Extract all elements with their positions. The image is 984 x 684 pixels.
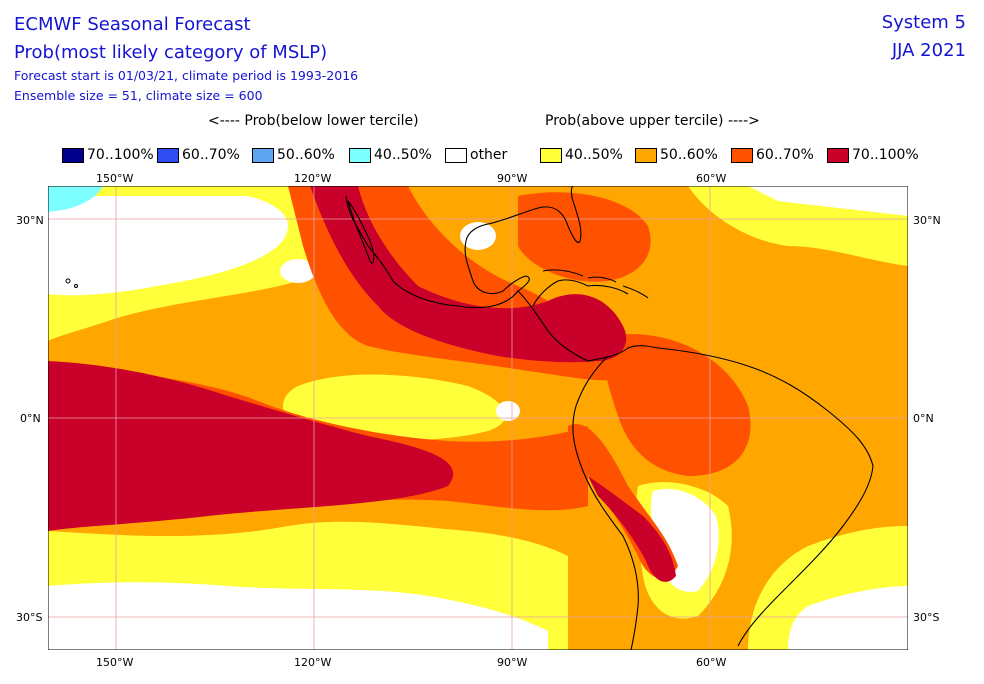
- lat-label-0n-right: 0°N: [913, 412, 934, 425]
- legend-below-header: <---- Prob(below lower tercile): [208, 113, 419, 129]
- map-subtitle: Prob(most likely category of MSLP): [14, 42, 328, 63]
- legend-label: 60..70%: [756, 147, 814, 163]
- lat-label-0n-left: 0°N: [20, 412, 41, 425]
- legend-label: 70..100%: [852, 147, 919, 163]
- region-70-100-mexico-central-america: [310, 186, 627, 363]
- legend-swatch: [62, 147, 84, 163]
- legend-swatch: [540, 147, 562, 163]
- legend-swatch: [349, 147, 371, 163]
- season-label: JJA 2021: [891, 40, 966, 61]
- ensemble-size-info: Ensemble size = 51, climate size = 600: [14, 88, 263, 103]
- region-other-pacific-blob: [280, 259, 316, 283]
- region-70-100-equatorial-pacific: [48, 361, 454, 531]
- lon-label-90w-top: 90°W: [497, 172, 528, 185]
- legend-swatch: [731, 147, 753, 163]
- forecast-start-info: Forecast start is 01/03/21, climate peri…: [14, 68, 359, 83]
- lat-label-30n-right: 30°N: [913, 214, 941, 227]
- lon-label-60w-bottom: 60°W: [696, 656, 727, 669]
- legend-item-other: other: [445, 146, 507, 164]
- region-70-100-peru-chile: [588, 476, 676, 582]
- legend-item-below-50-60: 50..60%: [252, 146, 335, 164]
- graticule: [48, 186, 908, 650]
- legend-item-above-50-60: 50..60%: [635, 146, 718, 164]
- region-other-galapagos: [496, 401, 520, 421]
- probability-map: [48, 186, 908, 650]
- legend-swatch: [157, 147, 179, 163]
- lon-label-90w-bottom: 90°W: [497, 656, 528, 669]
- region-40-50-equatorial-pacific: [283, 374, 506, 441]
- legend-item-above-40-50: 40..50%: [540, 146, 623, 164]
- lat-label-30s-left: 30°S: [16, 611, 43, 624]
- region-60-70-caribbean: [518, 192, 651, 282]
- legend-item-above-60-70: 60..70%: [731, 146, 814, 164]
- region-60-70-amazon: [603, 334, 751, 476]
- system-label: System 5: [881, 12, 966, 33]
- region-other-south-atlantic: [788, 586, 908, 650]
- legend-label: 50..60%: [277, 147, 335, 163]
- lon-label-150w-bottom: 150°W: [96, 656, 134, 669]
- legend-swatch: [827, 147, 849, 163]
- legend-label: 60..70%: [182, 147, 240, 163]
- legend-item-below-60-70: 60..70%: [157, 146, 240, 164]
- legend-label: 40..50%: [374, 147, 432, 163]
- region-other-northeast: [748, 186, 908, 216]
- region-other-north-pacific: [48, 196, 288, 296]
- legend-item-below-70-100: 70..100%: [62, 146, 154, 164]
- islands: [65, 269, 649, 299]
- lon-label-120w-top: 120°W: [294, 172, 332, 185]
- legend-label: 70..100%: [87, 147, 154, 163]
- legend-swatch: [252, 147, 274, 163]
- legend-swatch: [445, 147, 467, 163]
- region-other-gulf: [460, 222, 496, 250]
- region-other-south-pacific: [48, 582, 548, 650]
- legend-item-below-40-50: 40..50%: [349, 146, 432, 164]
- legend-swatch: [635, 147, 657, 163]
- lon-label-60w-top: 60°W: [696, 172, 727, 185]
- legend-item-above-70-100: 70..100%: [827, 146, 919, 164]
- lat-label-30n-left: 30°N: [16, 214, 44, 227]
- legend-label: 40..50%: [565, 147, 623, 163]
- region-below-40-50-corner: [48, 186, 103, 212]
- legend-label: 50..60%: [660, 147, 718, 163]
- lon-label-120w-bottom: 120°W: [294, 656, 332, 669]
- lon-label-150w-top: 150°W: [96, 172, 134, 185]
- legend-label: other: [470, 147, 508, 163]
- lat-label-30s-right: 30°S: [913, 611, 940, 624]
- legend-above-header: Prob(above upper tercile) ---->: [545, 113, 760, 129]
- coastlines: [345, 186, 874, 650]
- map-title: ECMWF Seasonal Forecast: [14, 14, 251, 35]
